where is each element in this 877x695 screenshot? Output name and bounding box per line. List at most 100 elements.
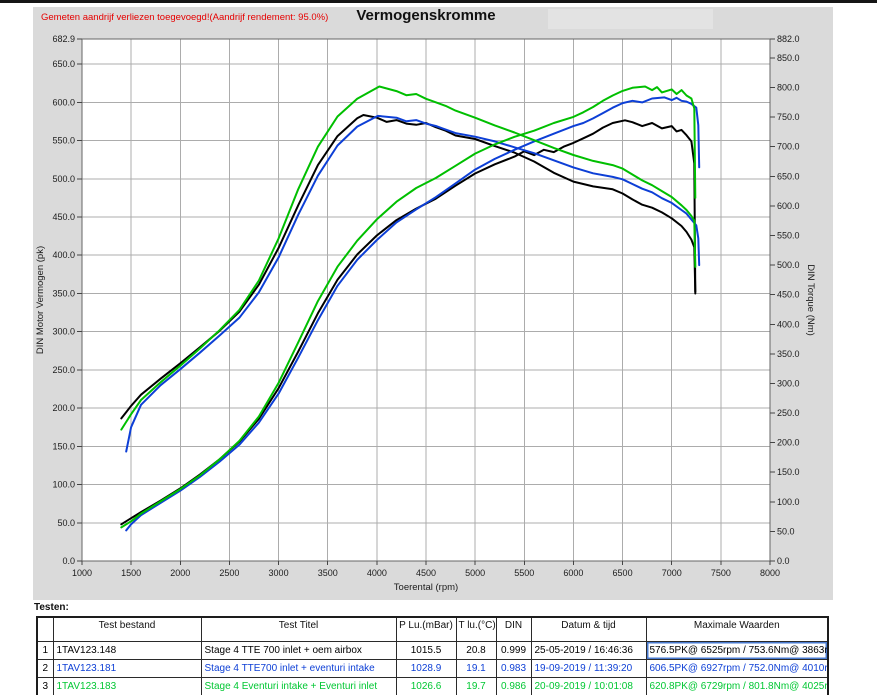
curve-run2-torque (125, 114, 701, 453)
column-header-t-lu-c-: T lu.(°C) (455, 616, 497, 642)
table-cell[interactable]: 576.5PK@ 6525rpm / 753.6Nm@ 3863rpm (645, 641, 829, 660)
column-header-datum-tijd: Datum & tijd (530, 616, 647, 642)
table-body: 1 1TAV123.148 Stage 4 TTE 700 inlet + oem … (36, 641, 829, 695)
left-tick-label: 450.0 (52, 212, 75, 222)
right-tick-label: 882.0 (777, 34, 800, 44)
right-tick-label: 400.0 (777, 319, 800, 329)
column-header-din: DIN (495, 616, 532, 642)
left-tick-label: 250.0 (52, 365, 75, 375)
right-tick-label: 450.0 (777, 290, 800, 300)
right-tick-label: 600.0 (777, 201, 800, 211)
left-tick-label: 400.0 (52, 250, 75, 260)
right-tick-label: 250.0 (777, 408, 800, 418)
left-tick-label: 682.9 (52, 34, 75, 44)
table-cell[interactable]: 1026.6 (395, 677, 457, 695)
table-cell[interactable]: 19-09-2019 / 11:39:20 (530, 659, 647, 678)
table-cell[interactable]: 19.1 (455, 659, 497, 678)
x-tick-label: 4000 (367, 568, 387, 578)
window-top-border (0, 0, 877, 3)
table-cell[interactable]: 0.983 (495, 659, 532, 678)
table-cell[interactable]: Stage 4 Eventuri intake + Eventuri inlet (200, 677, 397, 695)
table-cell[interactable]: 1TAV123.181 (52, 659, 202, 678)
right-tick-label: 300.0 (777, 378, 800, 388)
table-cell[interactable]: 0.999 (495, 641, 532, 660)
right-tick-label: 700.0 (777, 142, 800, 152)
row-number[interactable]: 3 (36, 677, 54, 695)
curve-run2-power (125, 96, 701, 532)
left-tick-label: 50.0 (57, 518, 75, 528)
table-cell[interactable]: Stage 4 TTE 700 inlet + oem airbox (200, 641, 397, 660)
right-tick-label: 800.0 (777, 83, 800, 93)
left-tick-label: 350.0 (52, 288, 75, 298)
table-cell[interactable]: Stage 4 TTE700 inlet + eventuri intake (200, 659, 397, 678)
table-cell[interactable]: 19.7 (455, 677, 497, 695)
power-torque-chart: 0.0 50.0 100.0 150.0 200.0 250.0 300.0 350.0 400… (35, 34, 816, 593)
x-tick-label: 3500 (318, 568, 338, 578)
x-tick-label: 7000 (662, 568, 682, 578)
left-tick-label: 150.0 (52, 441, 75, 451)
x-tick-label: 1000 (72, 568, 92, 578)
right-tick-label: 650.0 (777, 171, 800, 181)
x-tick-label: 2000 (170, 568, 190, 578)
left-tick-label: 650.0 (52, 59, 75, 69)
curve-run3-torque (120, 85, 697, 431)
table-cell[interactable]: 1015.5 (395, 641, 457, 660)
left-tick-label: 500.0 (52, 174, 75, 184)
right-tick-label: 200.0 (777, 438, 800, 448)
chart-title: Vermogenskromme (356, 7, 496, 24)
drivetrain-loss-annotation: Gemeten aandrijf verliezen toegevoegd!(A… (41, 12, 329, 23)
x-tick-label: 1500 (121, 568, 141, 578)
table-cell[interactable]: 1TAV123.183 (52, 677, 202, 695)
left-tick-label: 200.0 (52, 403, 75, 413)
right-tick-label: 750.0 (777, 112, 800, 122)
x-tick-label: 6000 (563, 568, 583, 578)
x-tick-label: 3000 (269, 568, 289, 578)
right-tick-label: 0.0 (777, 556, 790, 566)
table-row: 2 1TAV123.181 Stage 4 TTE700 inlet + event… (36, 659, 829, 678)
right-tick-label: 850.0 (777, 53, 800, 63)
chart-panel: Gemeten aandrijf verliezen toegevoegd!(A… (33, 7, 833, 600)
tests-table: Test bestand Test Titel P Lu.(mBar) T lu.(°… (36, 616, 829, 695)
table-cell[interactable]: 25-05-2019 / 16:46:36 (530, 641, 647, 660)
curve-run1-torque (120, 114, 697, 420)
right-tick-label: 550.0 (777, 230, 800, 240)
table-header-row: Test bestand Test Titel P Lu.(mBar) T lu.(°… (36, 616, 829, 642)
left-tick-label: 550.0 (52, 136, 75, 146)
left-tick-label: 100.0 (52, 480, 75, 490)
x-tick-label: 2500 (219, 568, 239, 578)
x-tick-label: 5000 (465, 568, 485, 578)
row-number[interactable]: 2 (36, 659, 54, 678)
x-tick-label: 7500 (711, 568, 731, 578)
table-cell[interactable]: 606.5PK@ 6927rpm / 752.0Nm@ 4010rpm (645, 659, 829, 678)
table-cell[interactable]: 0.986 (495, 677, 532, 695)
x-tick-label: 8000 (760, 568, 780, 578)
right-tick-label: 100.0 (777, 497, 800, 507)
column-header-index (36, 616, 54, 642)
left-axis-title: DIN Motor Vermogen (pk) (35, 246, 46, 354)
table-cell[interactable]: 1028.9 (395, 659, 457, 678)
left-tick-label: 600.0 (52, 97, 75, 107)
column-header-test-bestand: Test bestand (52, 616, 202, 642)
row-number[interactable]: 1 (36, 641, 54, 660)
table-cell[interactable]: 20-09-2019 / 10:01:08 (530, 677, 647, 695)
column-header-p-lu-mbar-: P Lu.(mBar) (395, 616, 457, 642)
column-header-maximale-waarden: Maximale Waarden (645, 616, 829, 642)
column-header-test-titel: Test Titel (200, 616, 397, 642)
table-cell[interactable]: 1TAV123.148 (52, 641, 202, 660)
right-tick-label: 500.0 (777, 260, 800, 270)
table-cell[interactable]: 620.8PK@ 6729rpm / 801.8Nm@ 4025rpm (645, 677, 829, 695)
x-axis-title: Toerental (rpm) (394, 582, 458, 593)
x-tick-label: 6500 (613, 568, 633, 578)
panel-highlight (548, 9, 713, 29)
table-row: 3 1TAV123.183 Stage 4 Eventuri intake + Ev… (36, 677, 829, 695)
table-row: 1 1TAV123.148 Stage 4 TTE 700 inlet + oem … (36, 641, 829, 660)
tests-section-label: Testen: (34, 602, 69, 613)
right-tick-label: 150.0 (777, 467, 800, 477)
x-tick-label: 5500 (514, 568, 534, 578)
right-tick-label: 350.0 (777, 349, 800, 359)
table-cell[interactable]: 20.8 (455, 641, 497, 660)
right-tick-label: 50.0 (777, 526, 795, 536)
x-tick-label: 4500 (416, 568, 436, 578)
left-tick-label: 0.0 (62, 556, 75, 566)
